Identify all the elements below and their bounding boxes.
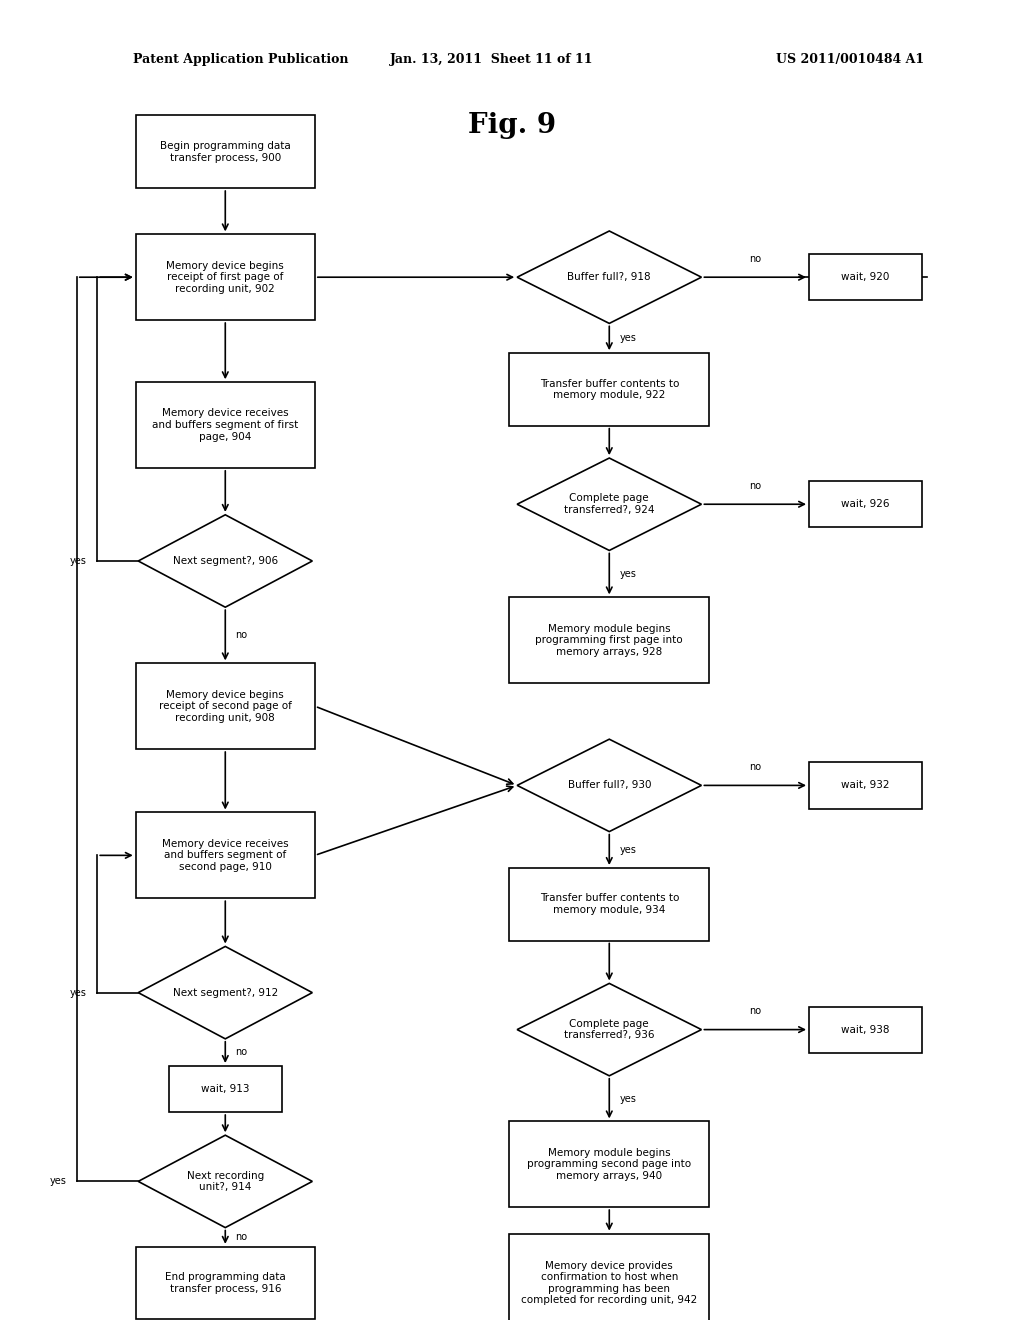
- Text: yes: yes: [620, 1093, 636, 1104]
- Text: Memory device begins
receipt of first page of
recording unit, 902: Memory device begins receipt of first pa…: [167, 260, 284, 294]
- Text: Next segment?, 912: Next segment?, 912: [173, 987, 278, 998]
- Text: wait, 932: wait, 932: [841, 780, 890, 791]
- Polygon shape: [517, 739, 701, 832]
- Text: Memory module begins
programming first page into
memory arrays, 928: Memory module begins programming first p…: [536, 623, 683, 657]
- Text: no: no: [750, 1006, 761, 1016]
- Text: Complete page
transferred?, 936: Complete page transferred?, 936: [564, 1019, 654, 1040]
- FancyBboxPatch shape: [510, 352, 709, 425]
- Text: Transfer buffer contents to
memory module, 922: Transfer buffer contents to memory modul…: [540, 379, 679, 400]
- Text: no: no: [236, 1232, 248, 1242]
- Text: Memory device provides
confirmation to host when
programming has been
completed : Memory device provides confirmation to h…: [521, 1261, 697, 1305]
- Polygon shape: [517, 983, 701, 1076]
- Text: Patent Application Publication: Patent Application Publication: [133, 53, 348, 66]
- Text: Memory device receives
and buffers segment of
second page, 910: Memory device receives and buffers segme…: [162, 838, 289, 873]
- Text: yes: yes: [50, 1176, 67, 1187]
- FancyBboxPatch shape: [135, 663, 315, 750]
- Text: Transfer buffer contents to
memory module, 934: Transfer buffer contents to memory modul…: [540, 894, 679, 915]
- Text: no: no: [236, 630, 248, 640]
- Text: wait, 920: wait, 920: [841, 272, 890, 282]
- FancyBboxPatch shape: [135, 812, 315, 898]
- Text: wait, 913: wait, 913: [201, 1084, 250, 1094]
- FancyBboxPatch shape: [510, 1233, 709, 1320]
- FancyBboxPatch shape: [135, 235, 315, 319]
- Polygon shape: [138, 1135, 312, 1228]
- Polygon shape: [138, 515, 312, 607]
- Text: wait, 938: wait, 938: [841, 1024, 890, 1035]
- Text: no: no: [750, 480, 761, 491]
- Text: yes: yes: [71, 987, 87, 998]
- Polygon shape: [517, 231, 701, 323]
- FancyBboxPatch shape: [809, 763, 922, 808]
- Text: End programming data
transfer process, 916: End programming data transfer process, 9…: [165, 1272, 286, 1294]
- FancyBboxPatch shape: [809, 480, 922, 527]
- Text: yes: yes: [620, 569, 636, 579]
- Text: no: no: [236, 1047, 248, 1057]
- Text: Next recording
unit?, 914: Next recording unit?, 914: [186, 1171, 264, 1192]
- FancyBboxPatch shape: [809, 1006, 922, 1053]
- FancyBboxPatch shape: [135, 381, 315, 467]
- Text: wait, 926: wait, 926: [841, 499, 890, 510]
- FancyBboxPatch shape: [510, 597, 709, 682]
- Text: Memory device begins
receipt of second page of
recording unit, 908: Memory device begins receipt of second p…: [159, 689, 292, 723]
- Text: Begin programming data
transfer process, 900: Begin programming data transfer process,…: [160, 141, 291, 162]
- FancyBboxPatch shape: [135, 1246, 315, 1320]
- Text: Memory module begins
programming second page into
memory arrays, 940: Memory module begins programming second …: [527, 1147, 691, 1181]
- Text: Next segment?, 906: Next segment?, 906: [173, 556, 278, 566]
- Text: Jan. 13, 2011  Sheet 11 of 11: Jan. 13, 2011 Sheet 11 of 11: [390, 53, 593, 66]
- Text: US 2011/0010484 A1: US 2011/0010484 A1: [776, 53, 924, 66]
- Text: Buffer full?, 918: Buffer full?, 918: [567, 272, 651, 282]
- Text: Buffer full?, 930: Buffer full?, 930: [567, 780, 651, 791]
- Text: Fig. 9: Fig. 9: [468, 112, 556, 139]
- Text: yes: yes: [71, 556, 87, 566]
- Text: no: no: [750, 762, 761, 772]
- Text: Complete page
transferred?, 924: Complete page transferred?, 924: [564, 494, 654, 515]
- Polygon shape: [138, 946, 312, 1039]
- FancyBboxPatch shape: [510, 869, 709, 940]
- FancyBboxPatch shape: [135, 115, 315, 187]
- Text: yes: yes: [620, 845, 636, 855]
- FancyBboxPatch shape: [169, 1067, 282, 1111]
- Text: Memory device receives
and buffers segment of first
page, 904: Memory device receives and buffers segme…: [153, 408, 298, 442]
- Text: no: no: [750, 253, 761, 264]
- FancyBboxPatch shape: [809, 253, 922, 300]
- FancyBboxPatch shape: [510, 1122, 709, 1206]
- Polygon shape: [517, 458, 701, 550]
- Text: yes: yes: [620, 333, 636, 343]
